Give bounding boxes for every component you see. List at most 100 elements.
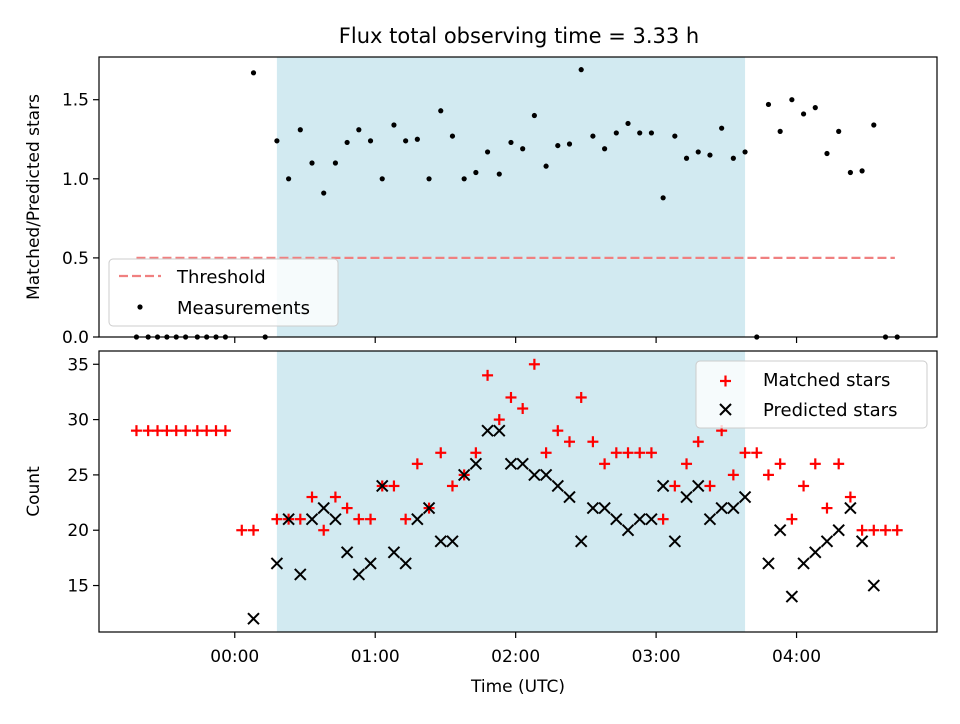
marker-stroke: [493, 424, 506, 437]
measurement-point: [777, 128, 783, 134]
matched-star-marker: [681, 458, 693, 470]
marker-stroke: [305, 512, 319, 526]
marker-stroke: [633, 512, 646, 526]
y-tick-label: 25: [67, 466, 89, 486]
measurement-point: [648, 130, 655, 136]
measurement-point: [602, 146, 608, 152]
measurement-point: [286, 176, 292, 182]
marker-stroke: [446, 535, 459, 548]
measurement-point: [508, 139, 514, 146]
predicted-star-marker: [457, 468, 471, 482]
legend-measurement-swatch: [137, 304, 143, 310]
x-tick-label: 01:00: [351, 647, 400, 667]
legend-top: Threshold Measurements: [108, 258, 339, 327]
measurement-point: [426, 176, 432, 182]
predicted-star-marker: [586, 501, 600, 515]
measurement-point: [613, 130, 619, 136]
predicted-star-marker: [563, 490, 576, 504]
matched-star-marker: [657, 513, 669, 525]
measurement-point: [637, 130, 643, 136]
marker-stroke: [317, 501, 330, 515]
measurement-point: [672, 133, 678, 139]
measurement-point: [707, 152, 713, 158]
predicted-star-marker: [820, 535, 834, 548]
predicted-star-marker: [680, 490, 693, 504]
legend-box: [108, 258, 339, 327]
matched-star-marker: [219, 425, 231, 437]
marker-stroke: [387, 546, 401, 559]
measurement-point: [683, 155, 690, 161]
predicted-star-marker: [493, 424, 506, 437]
measurement-point: [531, 112, 537, 119]
predicted-star-marker: [422, 501, 436, 515]
marker-stroke: [340, 546, 354, 559]
axes-frame: [98, 56, 938, 338]
marker-stroke: [703, 512, 717, 526]
matched-star-marker: [552, 425, 564, 437]
marker-stroke: [574, 535, 588, 548]
matched-star-marker: [575, 391, 587, 403]
matched-star-marker: [388, 480, 400, 492]
marker-stroke: [645, 512, 658, 526]
predicted-star-marker: [855, 535, 869, 548]
y-tick-label: 1.5: [62, 91, 89, 111]
x-tick-label: 00:00: [210, 647, 259, 667]
matched-star-marker: [435, 447, 447, 459]
measurement-point: [566, 141, 573, 147]
measurement-point: [309, 160, 315, 166]
marker-stroke: [551, 479, 565, 493]
measurement-point: [250, 70, 257, 76]
marker-stroke: [738, 490, 752, 504]
marker-stroke: [844, 501, 857, 515]
y-tick-label: 0.5: [62, 249, 89, 269]
predicted-star-marker: [329, 512, 342, 526]
matched-star-marker: [563, 436, 575, 448]
measurement-point: [824, 150, 830, 157]
legend-predicted-swatch: [719, 403, 732, 416]
measurement-point: [578, 67, 584, 73]
legend-predicted-label: Predicted stars: [763, 400, 897, 421]
marker-stroke: [539, 468, 553, 482]
marker-stroke: [797, 557, 810, 570]
marker-stroke: [668, 535, 682, 548]
matched-star-marker: [130, 425, 142, 437]
marker-stroke: [329, 512, 342, 526]
marker-stroke: [364, 557, 377, 570]
predicted-star-marker: [294, 568, 307, 581]
measurement-point: [367, 138, 374, 144]
marker-stroke: [586, 501, 600, 515]
legend-threshold-label: Threshold: [176, 267, 266, 288]
predicted-star-marker: [738, 490, 752, 504]
measurement-point: [871, 122, 877, 128]
matched-star-marker: [400, 513, 412, 525]
matched-star-marker: [411, 458, 423, 470]
predicted-star-marker: [481, 424, 494, 437]
predicted-star-marker: [340, 546, 354, 559]
matched-star-marker: [751, 447, 763, 459]
marker-stroke: [563, 490, 576, 504]
matched-star-marker: [762, 469, 774, 481]
marker-stroke: [621, 524, 635, 537]
measurement-point: [379, 176, 385, 182]
matched-star-marker: [891, 524, 903, 536]
matched-star-marker: [774, 458, 786, 470]
marker-stroke: [680, 490, 693, 504]
matched-star-marker: [142, 425, 154, 437]
marker-stroke: [809, 546, 822, 559]
x-tick-label: 04:00: [772, 647, 821, 667]
matched-star-marker: [236, 524, 248, 536]
matched-star-marker: [170, 425, 182, 437]
measurement-point: [332, 160, 339, 166]
matched-star-marker: [201, 425, 213, 437]
x-axis-label: Time (UTC): [470, 677, 565, 697]
predicted-star-marker: [645, 512, 658, 526]
marker-stroke: [773, 524, 787, 537]
matched-star-marker: [493, 414, 505, 426]
matched-star-marker: [540, 447, 552, 459]
matched-star-marker: [528, 358, 540, 370]
matched-star-marker: [247, 524, 259, 536]
measurement-point: [274, 138, 280, 144]
marker-stroke: [399, 557, 412, 570]
matched-star-marker: [798, 480, 810, 492]
